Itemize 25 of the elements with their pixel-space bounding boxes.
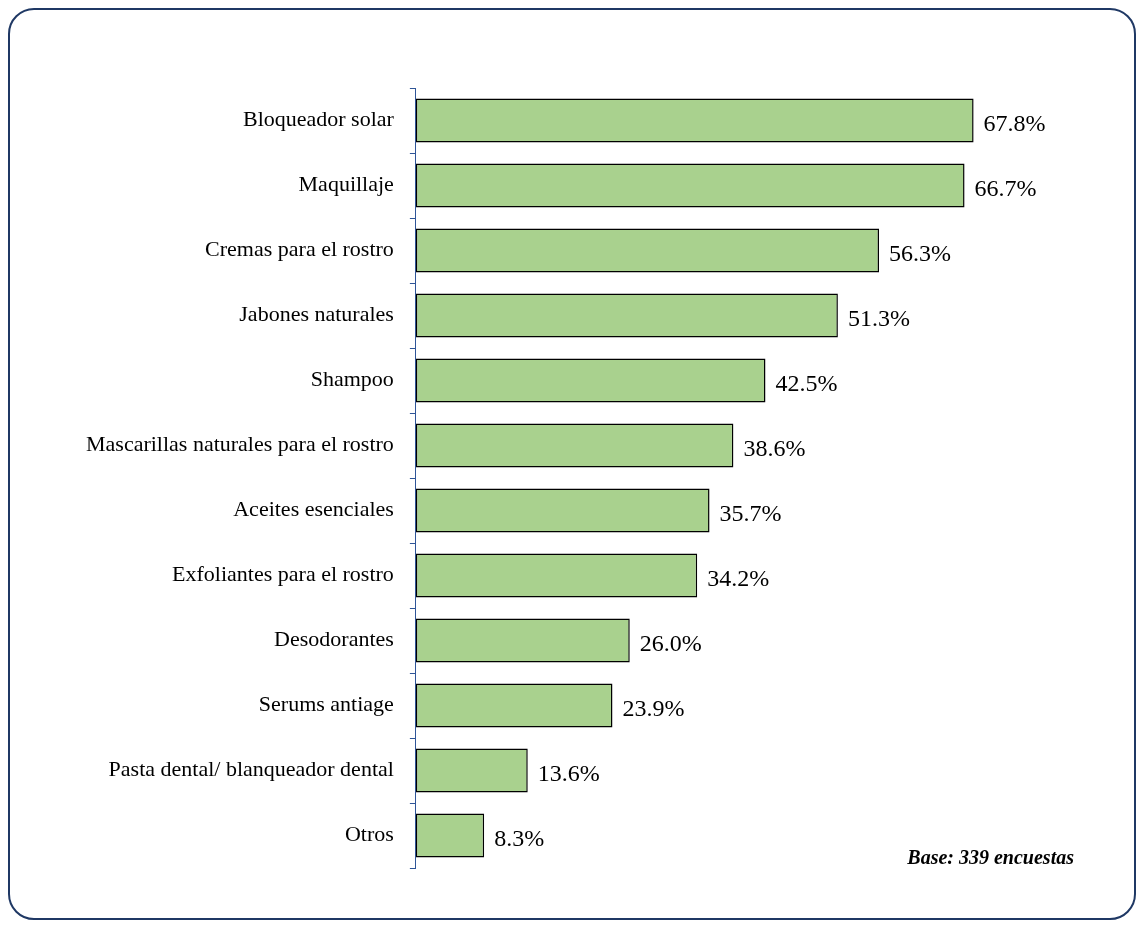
- y-tick-label: Desodorantes: [274, 626, 394, 652]
- data-label: 8.3%: [494, 824, 545, 851]
- data-label: 34.2%: [707, 564, 770, 591]
- y-tick-label: Aceites esenciales: [233, 496, 394, 522]
- y-tick-label: Exfoliantes para el rostro: [172, 561, 394, 587]
- y-tick-label: Otros: [344, 821, 394, 847]
- data-label: 23.9%: [622, 694, 685, 721]
- y-tick-label: Pasta dental/ blanqueador dental: [108, 756, 394, 782]
- y-tick-label: Serums antiage: [258, 691, 394, 717]
- y-tick-label: Jabones naturales: [239, 301, 394, 327]
- data-label: 67.8%: [983, 109, 1046, 136]
- y-tick-label: Cremas para el rostro: [205, 236, 394, 262]
- data-label: 66.7%: [974, 174, 1037, 201]
- data-label: 42.5%: [775, 369, 838, 396]
- data-label: 56.3%: [889, 239, 952, 266]
- data-label: 51.3%: [847, 304, 910, 331]
- y-tick-label: Bloqueador solar: [242, 106, 395, 132]
- y-tick-label: Maquillaje: [298, 171, 394, 197]
- y-tick-label: Mascarillas naturales para el rostro: [86, 431, 394, 457]
- y-tick-label: Shampoo: [310, 366, 394, 392]
- data-label: 13.6%: [537, 759, 600, 786]
- data-label: 38.6%: [743, 434, 806, 461]
- data-label: 35.7%: [719, 499, 782, 526]
- data-label: 26.0%: [639, 629, 702, 656]
- annotation: Base: 339 encuestas: [906, 846, 1075, 868]
